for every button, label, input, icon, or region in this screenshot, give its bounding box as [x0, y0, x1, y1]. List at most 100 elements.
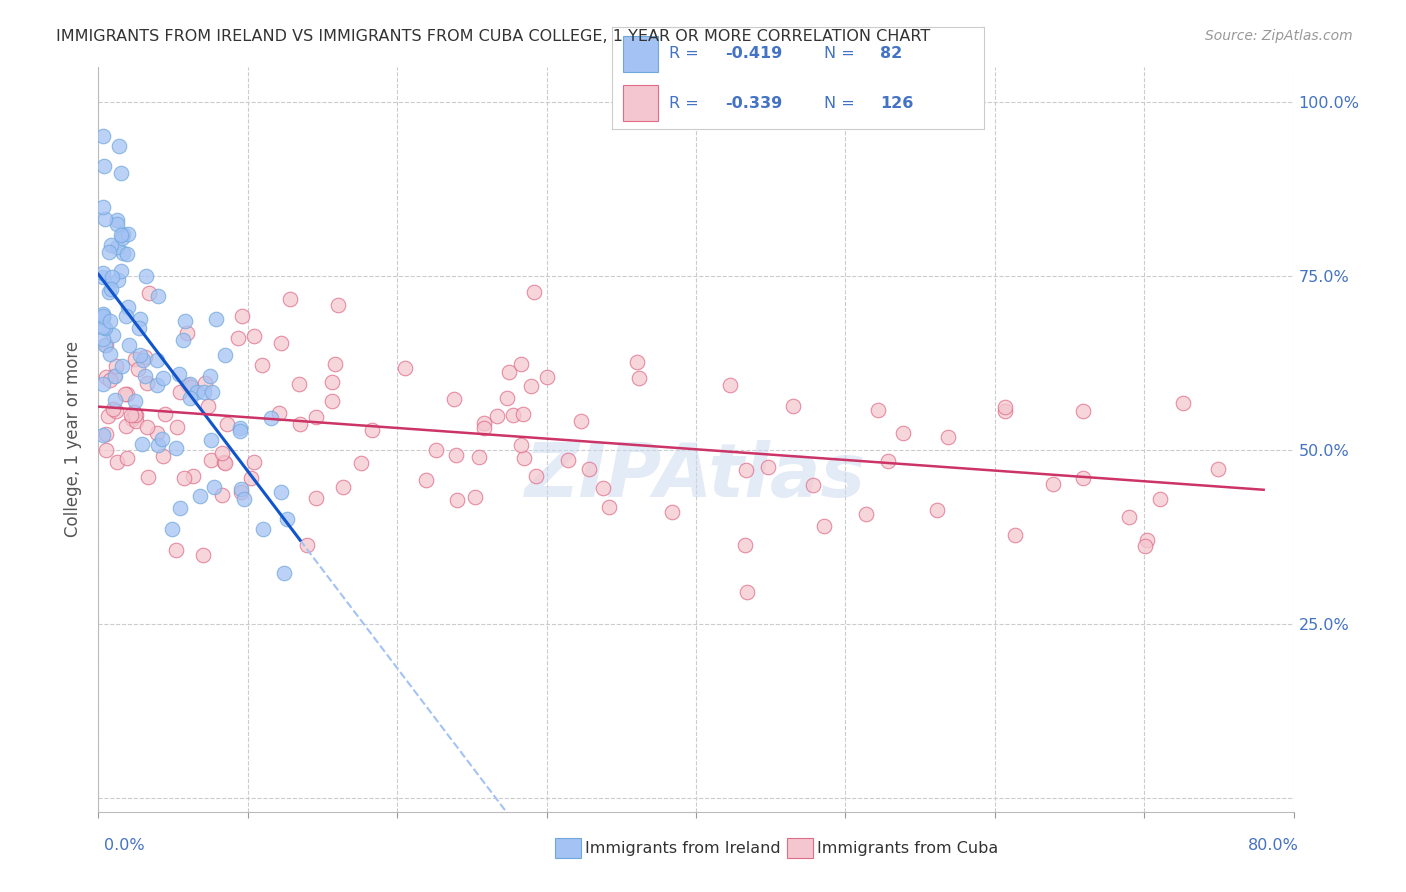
- Text: 80.0%: 80.0%: [1249, 838, 1299, 853]
- Point: [100, 238, 122, 252]
- Text: Immigrants from Cuba: Immigrants from Cuba: [817, 841, 998, 855]
- Point: [124, 408, 146, 422]
- Point: [128, 348, 150, 362]
- Point: [734, 538, 756, 552]
- Point: [198, 368, 221, 383]
- Text: Source: ZipAtlas.com: Source: ZipAtlas.com: [1205, 29, 1353, 43]
- Point: [105, 455, 128, 469]
- Point: [229, 421, 252, 435]
- Point: [578, 462, 600, 476]
- Point: [197, 399, 219, 413]
- Y-axis label: College, 1 year or more: College, 1 year or more: [65, 342, 83, 537]
- Point: [627, 371, 650, 385]
- Point: [176, 326, 198, 341]
- Point: [91, 377, 114, 392]
- Point: [927, 503, 949, 517]
- Point: [103, 401, 125, 416]
- Point: [270, 335, 292, 350]
- Point: [125, 414, 148, 428]
- Point: [136, 470, 159, 484]
- Point: [226, 330, 249, 344]
- Point: [520, 379, 543, 393]
- Point: [131, 437, 153, 451]
- Point: [110, 264, 132, 278]
- Point: [98, 314, 121, 328]
- Point: [350, 456, 373, 470]
- Point: [135, 268, 157, 283]
- Point: [94, 427, 117, 442]
- Point: [598, 500, 620, 515]
- Point: [112, 246, 135, 260]
- Point: [1004, 528, 1026, 542]
- Point: [214, 347, 236, 361]
- Point: [107, 139, 129, 153]
- Point: [188, 489, 211, 503]
- Point: [876, 454, 898, 468]
- Point: [152, 449, 174, 463]
- Point: [124, 393, 146, 408]
- Point: [105, 217, 128, 231]
- Point: [114, 387, 136, 401]
- Point: [468, 450, 491, 465]
- Point: [994, 404, 1017, 418]
- Point: [756, 459, 779, 474]
- Text: 0.0%: 0.0%: [104, 838, 145, 853]
- Point: [94, 321, 117, 335]
- Point: [128, 320, 150, 334]
- Point: [250, 358, 273, 372]
- Point: [214, 456, 236, 470]
- Point: [229, 484, 252, 499]
- Point: [91, 269, 114, 284]
- Point: [129, 312, 152, 326]
- Point: [472, 420, 495, 434]
- Point: [472, 416, 495, 430]
- Point: [200, 453, 222, 467]
- Point: [323, 357, 346, 371]
- Point: [1118, 510, 1140, 524]
- Point: [179, 376, 201, 391]
- Point: [104, 369, 127, 384]
- Point: [111, 231, 134, 245]
- Point: [165, 543, 187, 558]
- Point: [217, 417, 239, 432]
- Point: [181, 469, 204, 483]
- Point: [97, 285, 120, 300]
- Point: [240, 471, 263, 485]
- Point: [135, 419, 157, 434]
- Point: [117, 227, 139, 242]
- Point: [91, 332, 114, 346]
- Point: [193, 385, 215, 400]
- Point: [273, 566, 295, 581]
- Text: -0.419: -0.419: [725, 46, 783, 62]
- Point: [94, 443, 117, 458]
- Point: [524, 469, 547, 483]
- Point: [115, 450, 138, 465]
- Point: [502, 408, 524, 422]
- Point: [118, 338, 141, 352]
- Text: IMMIGRANTS FROM IRELAND VS IMMIGRANTS FROM CUBA COLLEGE, 1 YEAR OR MORE CORRELAT: IMMIGRANTS FROM IRELAND VS IMMIGRANTS FR…: [56, 29, 931, 44]
- Point: [152, 370, 174, 384]
- Point: [734, 463, 756, 477]
- Point: [201, 385, 224, 400]
- Point: [243, 455, 266, 469]
- Point: [415, 473, 437, 487]
- Point: [107, 213, 129, 227]
- Point: [169, 384, 191, 399]
- Point: [202, 480, 225, 494]
- Point: [557, 452, 579, 467]
- Point: [150, 432, 173, 446]
- Point: [193, 549, 215, 563]
- Point: [510, 357, 533, 371]
- Point: [98, 245, 121, 260]
- Point: [512, 407, 534, 421]
- Point: [204, 311, 226, 326]
- Point: [110, 227, 132, 242]
- Text: Immigrants from Ireland: Immigrants from Ireland: [585, 841, 780, 855]
- Point: [148, 288, 170, 302]
- Point: [813, 519, 835, 533]
- Point: [165, 442, 187, 456]
- Point: [112, 227, 135, 241]
- Point: [496, 391, 519, 405]
- Point: [169, 500, 191, 515]
- Point: [290, 417, 312, 432]
